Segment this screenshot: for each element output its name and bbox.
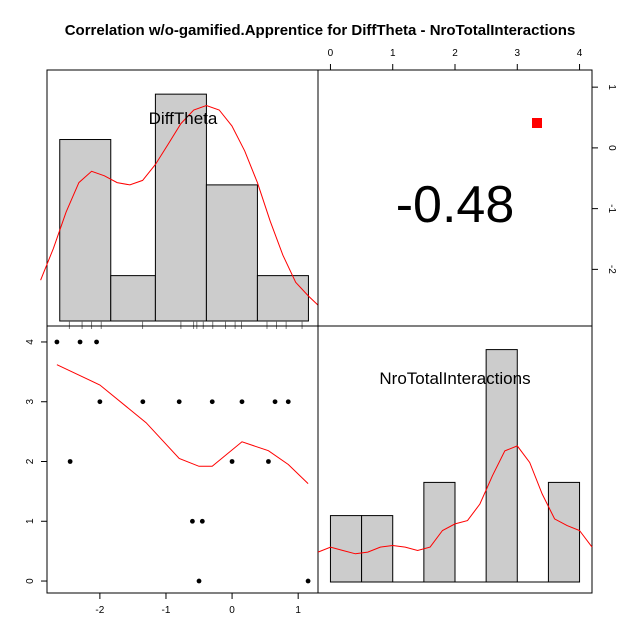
axis-tick-label: 1	[606, 84, 617, 90]
right-axis: 1 0 -1 -2	[591, 84, 617, 274]
density-curve	[40, 104, 319, 306]
variable-name-difftheta: DiffTheta	[149, 109, 218, 128]
histogram-bar	[423, 481, 456, 583]
scatter-point	[209, 399, 215, 405]
panel-frame	[317, 325, 593, 594]
axis-tick-label: 3	[25, 399, 36, 405]
axis-tick-label: 1	[295, 605, 301, 616]
scatter-point	[54, 339, 60, 345]
scatter-point	[94, 339, 99, 345]
axis-tick-label: 1	[390, 48, 396, 59]
axis-tick-label: -2	[95, 605, 104, 616]
panel-nrototalinteractions-histogram: NroTotalInteractions	[317, 325, 593, 594]
histogram-bar	[256, 275, 309, 322]
scatter-point	[266, 459, 271, 464]
scatter-point	[305, 578, 311, 584]
axis-tick-label: 2	[25, 458, 36, 464]
variable-name-nrototalinteractions: NroTotalInteractions	[379, 369, 530, 388]
scatter-point	[97, 399, 103, 405]
chart-title: Correlation w/o-gamified.Apprentice for …	[65, 22, 576, 39]
scatter-point	[176, 399, 182, 405]
scatter-point	[190, 518, 195, 524]
axis-tick-label: 0	[25, 578, 36, 584]
axis-tick-label: 2	[452, 48, 458, 59]
significance-marker	[532, 118, 542, 128]
lowess-curve	[56, 364, 309, 484]
correlation-value: -0.48	[396, 176, 515, 234]
scatter-point	[67, 459, 73, 464]
axis-tick-label: 0	[606, 145, 617, 151]
panel-difftheta-histogram: DiffTheta	[40, 69, 319, 329]
scatter-point	[285, 399, 291, 405]
axis-tick-label: 4	[25, 339, 36, 345]
axis-tick-label: -1	[162, 605, 171, 616]
histogram-bar	[110, 275, 156, 322]
scatter-point	[77, 339, 83, 345]
axis-tick-label: 4	[577, 48, 583, 59]
axis-tick-label: -2	[606, 265, 617, 274]
scatter-point	[229, 459, 235, 464]
bottom-axis: -2 -1 0 1	[95, 592, 301, 616]
panel-correlation: -0.48	[317, 69, 593, 327]
histogram-bar	[547, 481, 581, 583]
density-curve	[317, 445, 593, 555]
histogram-bar	[59, 139, 112, 322]
axis-tick-label: -1	[606, 204, 617, 213]
scatter-point	[199, 518, 205, 524]
histogram-bar	[485, 349, 518, 583]
scatter-point	[272, 399, 278, 405]
histogram-bar	[154, 93, 207, 322]
panel-scatter	[46, 325, 319, 594]
axis-tick-label: 3	[514, 48, 520, 59]
axis-tick-label: 1	[25, 518, 36, 524]
scatter-point	[239, 399, 245, 405]
axis-tick-label: 0	[328, 48, 334, 59]
axis-tick-label: 0	[229, 605, 235, 616]
scatter-point	[140, 399, 146, 405]
left-axis: 0 1 2 3 4	[25, 339, 48, 584]
top-axis: 0 1 2 3 4	[328, 48, 583, 71]
histogram-bar	[205, 184, 258, 322]
scatter-point	[196, 578, 202, 584]
